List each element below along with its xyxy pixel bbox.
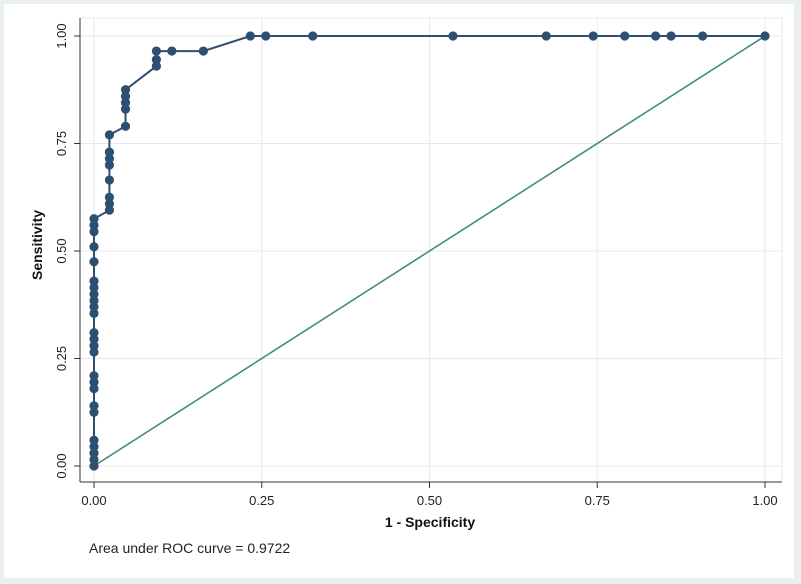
roc-point [89,257,99,267]
roc-points-layer [89,31,770,471]
roc-point [89,328,99,338]
roc-point [120,98,131,108]
roc-point [120,91,131,101]
roc-point [89,377,99,387]
roc-point [89,242,99,252]
auc-annotation: Area under ROC curve = 0.9722 [89,540,290,556]
x-tick-label: 1.00 [752,493,777,508]
roc-point [120,121,131,131]
y-tick-label: 1.00 [54,23,69,48]
roc-point [620,31,630,41]
roc-point [89,401,99,411]
roc-point [151,55,162,65]
roc-point [89,341,99,351]
roc-point [89,302,99,312]
roc-point [104,175,115,185]
roc-point [760,31,770,41]
roc-point [89,407,99,417]
y-tick-label: 0.50 [54,238,69,263]
roc-point [89,435,99,445]
axes [74,18,782,488]
x-tick-label: 0.25 [249,493,274,508]
roc-point [167,46,177,56]
y-tick-label: 0.75 [54,131,69,156]
roc-point [104,199,115,209]
reference-line-layer [93,35,766,467]
roc-point [651,31,661,41]
roc-point [89,334,99,344]
roc-point [104,147,115,157]
y-tick-label: 0.25 [54,346,69,371]
roc-point [120,85,131,95]
roc-point [89,371,99,381]
y-tick-label: 0.00 [54,453,69,478]
x-tick-label: 0.50 [417,493,442,508]
roc-point [89,295,99,306]
tick-labels: 0.00 0.25 0.50 0.75 1.00 0.00 0.25 0.50 0.75 1.00 [54,23,778,508]
roc-point [104,205,115,215]
roc-point [104,160,115,170]
roc-point [151,46,162,56]
roc-point [104,192,115,202]
roc-point [89,448,99,458]
x-tick-label: 0.75 [585,493,610,508]
roc-point [245,31,255,41]
roc-point [89,442,99,452]
roc-point [261,31,271,41]
roc-point [89,282,99,293]
roc-point [89,461,99,471]
roc-point [89,384,99,394]
roc-point [89,276,99,286]
x-axis-title: 1 - Specificity [385,514,475,530]
roc-point [588,31,598,41]
roc-point [308,31,318,41]
roc-point [89,289,99,299]
roc-point [89,214,99,224]
reference-line [93,35,766,467]
roc-point [89,227,99,237]
roc-point [666,31,676,41]
roc-point [448,31,458,41]
x-tick-label: 0.00 [81,493,106,508]
roc-point [89,308,99,318]
roc-point [541,31,551,41]
y-axis-title: Sensitivity [29,210,45,280]
roc-point [151,61,162,71]
roc-point [89,347,99,357]
roc-point [104,130,115,140]
roc-point [697,31,708,41]
roc-point [89,220,99,230]
roc-point [89,454,99,465]
roc-point [198,46,208,56]
roc-point [104,153,115,164]
roc-point [120,104,131,114]
